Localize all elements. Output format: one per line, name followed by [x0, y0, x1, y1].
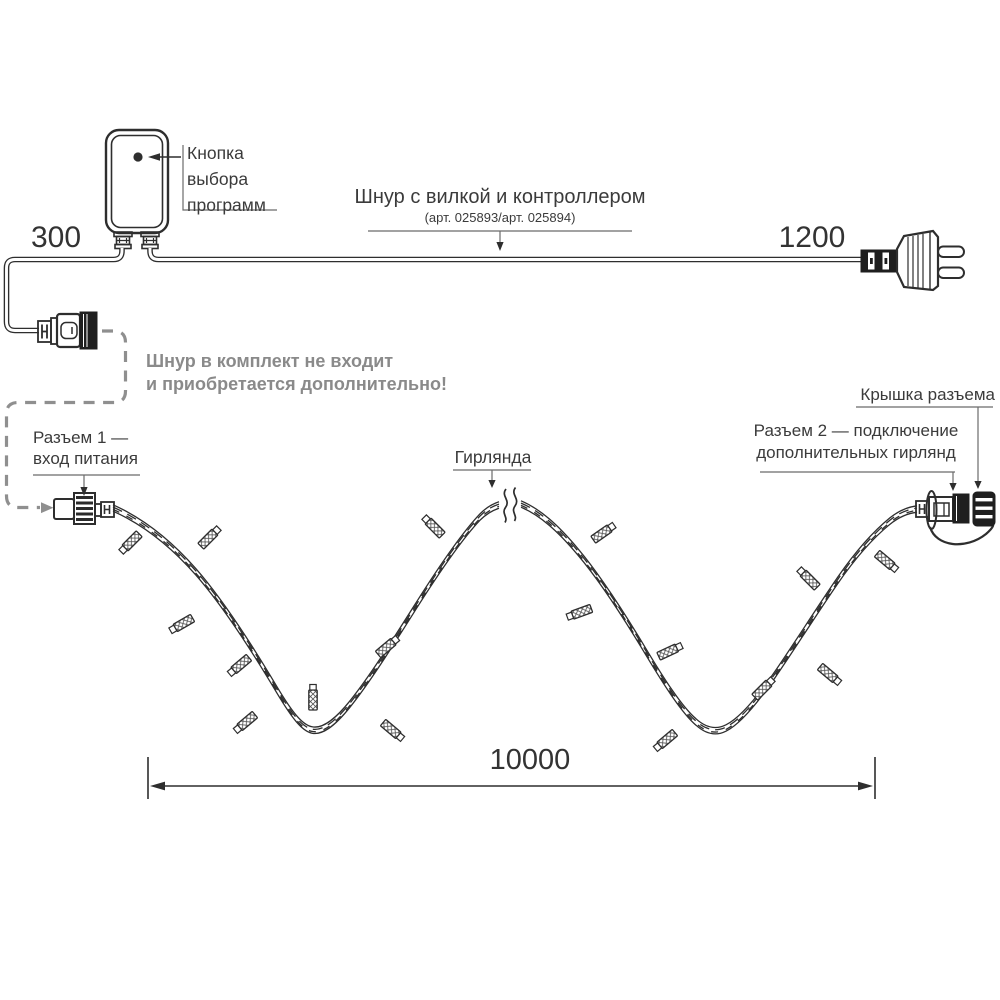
- led-bulb: [817, 663, 843, 687]
- connector-1: [53, 492, 115, 525]
- led-bulb: [375, 634, 401, 658]
- power-cord-right-1200: [147, 248, 863, 263]
- connector-cap: [972, 491, 996, 527]
- led-bulb: [168, 614, 195, 635]
- dimension-line-10000: [147, 757, 876, 799]
- cord-not-included-note: Шнур в комплект не входит и приобретаетс…: [146, 351, 447, 394]
- connector1-label: Разъем 1 — вход питания: [33, 428, 138, 468]
- led-bulb: [652, 729, 678, 753]
- dimension-300: 300: [30, 221, 82, 254]
- garland-leader: [453, 469, 531, 488]
- program-button-dot: [133, 152, 143, 162]
- led-bulb: [380, 719, 406, 743]
- led-bulb: [421, 514, 446, 539]
- led-bulb: [232, 711, 258, 735]
- power-cord-left-300: [3, 248, 125, 334]
- led-bulb: [118, 530, 143, 555]
- connector-cap-label: Крышка разъема: [860, 385, 995, 404]
- cable-gland-left: [113, 231, 133, 250]
- cord-label-title: Шнур с вилкой и контроллером: [354, 186, 646, 208]
- led-bulb: [590, 521, 617, 544]
- cable-gland-right: [140, 231, 160, 250]
- led-bulb: [751, 676, 776, 701]
- connector2-label: Разъем 2 — подключение дополнительных ги…: [753, 421, 959, 462]
- plug-prong-bottom: [937, 266, 965, 279]
- program-button-label: Кнопка выбора программ: [187, 143, 266, 215]
- controller-box: [104, 128, 170, 235]
- led-bulbs: [118, 514, 900, 753]
- led-bulb: [565, 604, 594, 621]
- plug-prong-top: [937, 245, 965, 258]
- wire-break-mark: [503, 486, 518, 523]
- garland-wire: [112, 500, 918, 735]
- led-bulb: [197, 525, 222, 550]
- connector1-leader: [33, 474, 140, 496]
- dashed-route: [4, 329, 128, 514]
- led-bulb: [656, 641, 684, 661]
- program-button-leader: [148, 145, 277, 211]
- led-bulb: [226, 654, 252, 678]
- garland-label: Гирлянда: [454, 447, 532, 467]
- led-bulb: [308, 683, 318, 711]
- cord-label-articles: (арт. 025893/арт. 025894): [424, 210, 576, 225]
- led-bulb: [796, 566, 821, 591]
- connector-cap-leader: [856, 406, 993, 489]
- cord-label-leader: [368, 230, 632, 251]
- inline-connector: [37, 311, 98, 350]
- power-plug: [860, 229, 965, 292]
- dimension-1200: 1200: [778, 221, 846, 254]
- connector-2: [915, 490, 995, 546]
- dimension-10000: 10000: [489, 744, 571, 776]
- cord-label: Шнур с вилкой и контроллером (арт. 02589…: [335, 186, 665, 225]
- connector2-leader: [760, 471, 957, 491]
- led-bulb: [874, 550, 900, 574]
